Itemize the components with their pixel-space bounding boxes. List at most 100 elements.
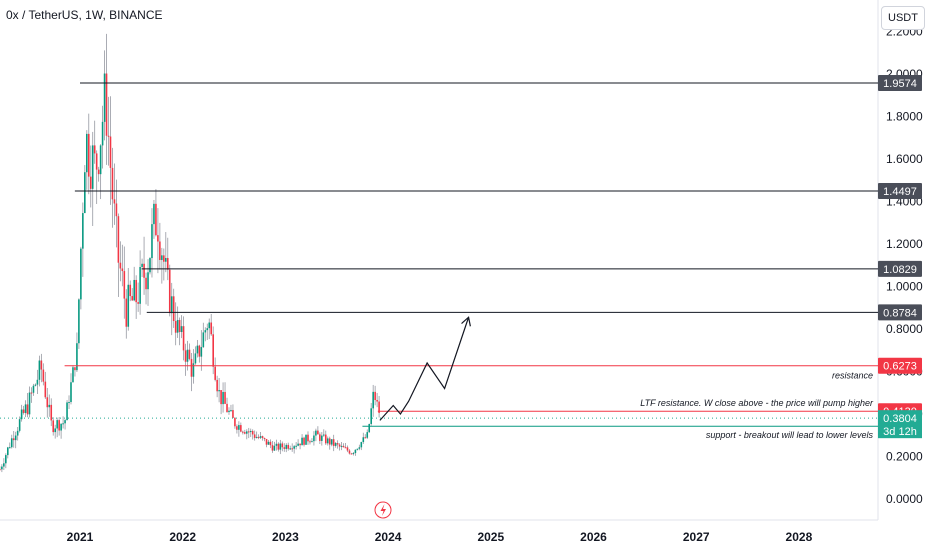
candle-body <box>147 272 149 290</box>
candle-body <box>40 360 43 370</box>
candle-body <box>240 425 242 432</box>
current-price-tag <box>878 410 922 439</box>
countdown-label: 3d 12h <box>883 426 917 438</box>
level-tag-label: 1.0829 <box>883 264 917 276</box>
candle-body <box>330 439 333 445</box>
candle-body <box>220 390 222 405</box>
candle-body <box>204 330 207 333</box>
candle-body <box>143 263 145 278</box>
candle-body <box>322 434 325 436</box>
candle-body <box>340 445 343 447</box>
candle-body <box>115 203 118 217</box>
candle-body <box>275 443 278 446</box>
candle-body <box>307 434 309 442</box>
candle-body <box>358 447 361 449</box>
candle-body <box>70 382 72 403</box>
candle-body <box>277 443 280 450</box>
candle-body <box>238 425 240 430</box>
candle-body <box>301 437 303 446</box>
candle-body <box>141 263 143 267</box>
x-tick-label: 2021 <box>67 530 94 544</box>
candle-body <box>153 203 155 225</box>
candle-body <box>16 430 19 436</box>
x-tick-label: 2023 <box>272 530 299 544</box>
candle-body <box>210 322 213 335</box>
candle-body <box>180 326 183 333</box>
candle-body <box>58 420 60 431</box>
candle-body <box>0 469 1 471</box>
candle-body <box>66 402 68 421</box>
candle-body <box>168 269 171 314</box>
candle-body <box>216 379 218 392</box>
candle-body <box>362 437 365 443</box>
candle-body <box>344 447 347 449</box>
candle-body <box>74 367 76 371</box>
candle-body <box>97 169 100 175</box>
candle-body <box>176 319 179 333</box>
candle-body <box>267 441 270 445</box>
candle-body <box>378 401 380 413</box>
candle-body <box>273 445 276 451</box>
candle-body <box>109 136 112 168</box>
candle-body <box>32 385 35 393</box>
candle-body <box>135 279 137 303</box>
candle-body <box>151 224 153 259</box>
candle-body <box>161 255 163 260</box>
candle-body <box>243 432 246 434</box>
candle-body <box>249 430 252 433</box>
candle-body <box>101 121 104 146</box>
level-tag <box>878 182 922 199</box>
candle-body <box>295 445 297 447</box>
candle-body <box>230 410 232 412</box>
candle-body <box>174 321 177 333</box>
candle-body <box>12 438 15 441</box>
candle-body <box>313 435 315 442</box>
candle-body <box>309 441 311 443</box>
level-tag <box>878 75 922 92</box>
candle-body <box>212 334 214 367</box>
x-tick-label: 2027 <box>683 530 710 544</box>
candle-body <box>208 322 211 329</box>
candle-body <box>188 349 191 359</box>
currency-button[interactable]: USDT <box>881 6 925 30</box>
level-tag-label: 0.8784 <box>883 307 917 319</box>
candle-body <box>48 404 51 408</box>
candle-body <box>80 248 82 300</box>
candle-body <box>319 434 321 441</box>
candle-body <box>328 438 331 445</box>
candle-body <box>1 466 3 470</box>
candle-body <box>125 298 128 327</box>
candle-body <box>72 367 74 383</box>
candle-body <box>137 302 139 304</box>
candle-body <box>346 447 349 451</box>
candle-body <box>34 384 37 386</box>
y-tick-label: 1.8000 <box>886 110 923 124</box>
candle-body <box>133 279 135 301</box>
candle-body <box>145 277 147 290</box>
y-tick-label: 0.2000 <box>886 450 923 464</box>
candle-body <box>5 455 7 464</box>
y-tick-label: 0.0000 <box>886 492 923 506</box>
candle-body <box>54 428 56 433</box>
candle-body <box>163 255 165 262</box>
candle-body <box>332 439 335 446</box>
candle-body <box>107 135 110 137</box>
y-tick-label: 0.8000 <box>886 322 923 336</box>
candle-body <box>155 203 157 236</box>
candle-body <box>234 417 236 427</box>
candle-body <box>87 133 90 177</box>
candle-body <box>6 447 9 456</box>
candle-body <box>60 423 62 431</box>
candle-body <box>291 448 293 450</box>
candle-body <box>376 400 378 402</box>
candle-body <box>50 404 53 421</box>
candle-body <box>279 443 282 450</box>
candle-body <box>253 434 256 438</box>
candle-body <box>10 438 13 448</box>
candle-body <box>182 326 185 351</box>
candle-body <box>24 404 27 413</box>
chart-title: 0x / TetherUS, 1W, BINANCE <box>6 8 163 22</box>
candle-body <box>324 434 327 444</box>
candle-body <box>350 453 353 455</box>
